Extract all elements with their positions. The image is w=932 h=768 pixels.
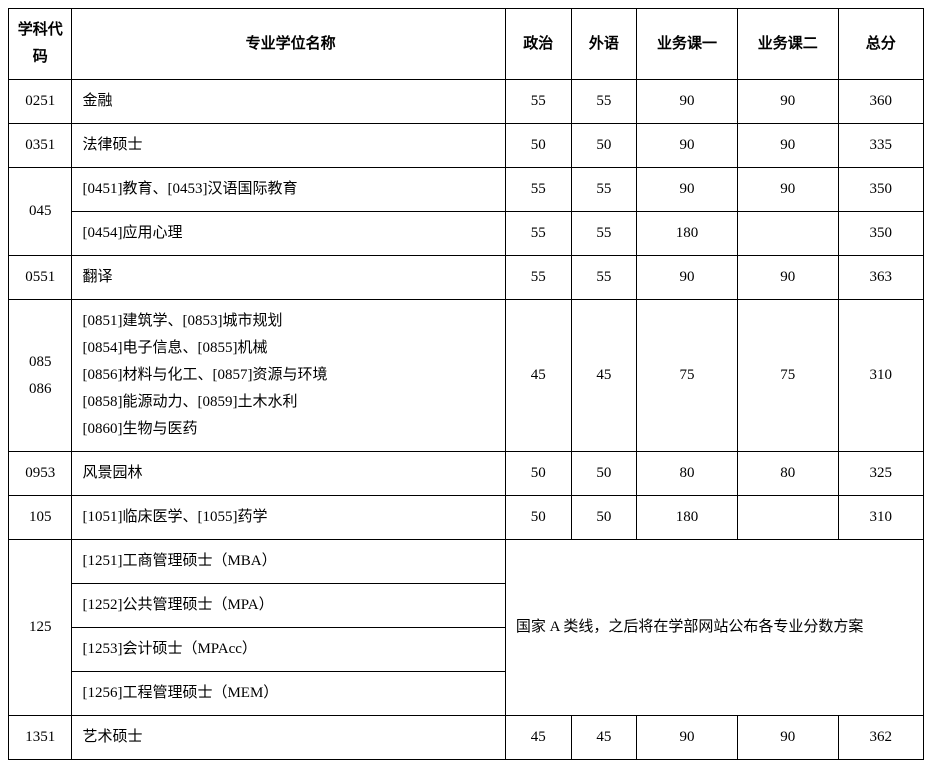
cell-foreign: 50: [571, 496, 637, 540]
cell-course2: 90: [737, 80, 838, 124]
cell-name: 风景园林: [72, 452, 505, 496]
cell-course1: 90: [637, 124, 738, 168]
cell-name: [1251]工商管理硕士（MBA）: [72, 540, 505, 584]
cell-name: [1051]临床医学、[1055]药学: [72, 496, 505, 540]
cell-name: 艺术硕士: [72, 716, 505, 760]
code-line: 085: [29, 354, 52, 370]
cell-course1: 180: [637, 496, 738, 540]
header-course1: 业务课一: [637, 9, 738, 80]
name-line: [0858]能源动力、[0859]土木水利: [82, 394, 297, 410]
table-row: 0251 金融 55 55 90 90 360: [9, 80, 924, 124]
table-row: 0551 翻译 55 55 90 90 363: [9, 256, 924, 300]
header-code: 学科代码: [9, 9, 72, 80]
cell-politics: 45: [505, 300, 571, 452]
merged-note: 国家 A 类线，之后将在学部网站公布各专业分数方案: [505, 540, 923, 716]
cell-course1: 80: [637, 452, 738, 496]
cell-foreign: 50: [571, 124, 637, 168]
cell-name: [0451]教育、[0453]汉语国际教育: [72, 168, 505, 212]
cell-name: 法律硕士: [72, 124, 505, 168]
cell-name: 翻译: [72, 256, 505, 300]
cell-politics: 55: [505, 256, 571, 300]
cell-total: 360: [838, 80, 923, 124]
cell-name: [1252]公共管理硕士（MPA）: [72, 584, 505, 628]
cell-foreign: 45: [571, 300, 637, 452]
name-line: [0860]生物与医药: [82, 421, 197, 437]
cell-politics: 55: [505, 168, 571, 212]
cell-foreign: 55: [571, 212, 637, 256]
cell-code: 125: [9, 540, 72, 716]
cell-course2: 90: [737, 168, 838, 212]
cell-code: 045: [9, 168, 72, 256]
cell-code: 0351: [9, 124, 72, 168]
cell-code: 1351: [9, 716, 72, 760]
header-total: 总分: [838, 9, 923, 80]
cell-course2: 90: [737, 716, 838, 760]
cell-name: [1256]工程管理硕士（MEM）: [72, 672, 505, 716]
cell-name: [1253]会计硕士（MPAcc）: [72, 628, 505, 672]
name-line: [0856]材料与化工、[0857]资源与环境: [82, 367, 327, 383]
cell-course1: 90: [637, 168, 738, 212]
cell-course2: 75: [737, 300, 838, 452]
table-header-row: 学科代码 专业学位名称 政治 外语 业务课一 业务课二 总分: [9, 9, 924, 80]
cell-politics: 55: [505, 80, 571, 124]
header-course2: 业务课二: [737, 9, 838, 80]
cell-course1: 75: [637, 300, 738, 452]
cell-total: 362: [838, 716, 923, 760]
cell-foreign: 55: [571, 168, 637, 212]
cell-foreign: 55: [571, 80, 637, 124]
cell-course2: [737, 496, 838, 540]
cell-foreign: 50: [571, 452, 637, 496]
cell-politics: 50: [505, 496, 571, 540]
cell-course1: 90: [637, 256, 738, 300]
table-row: 045 [0451]教育、[0453]汉语国际教育 55 55 90 90 35…: [9, 168, 924, 212]
score-table: 学科代码 专业学位名称 政治 外语 业务课一 业务课二 总分 0251 金融 5…: [8, 8, 924, 760]
cell-total: 335: [838, 124, 923, 168]
cell-course1: 90: [637, 716, 738, 760]
cell-code: 085 086: [9, 300, 72, 452]
cell-total: 350: [838, 168, 923, 212]
cell-total: 363: [838, 256, 923, 300]
cell-course1: 90: [637, 80, 738, 124]
cell-total: 325: [838, 452, 923, 496]
cell-total: 350: [838, 212, 923, 256]
header-politics: 政治: [505, 9, 571, 80]
cell-course2: 80: [737, 452, 838, 496]
table-row: 0953 风景园林 50 50 80 80 325: [9, 452, 924, 496]
cell-foreign: 55: [571, 256, 637, 300]
cell-name: [0851]建筑学、[0853]城市规划 [0854]电子信息、[0855]机械…: [72, 300, 505, 452]
table-row: 105 [1051]临床医学、[1055]药学 50 50 180 310: [9, 496, 924, 540]
cell-total: 310: [838, 496, 923, 540]
cell-politics: 50: [505, 452, 571, 496]
name-line: [0851]建筑学、[0853]城市规划: [82, 313, 282, 329]
header-foreign: 外语: [571, 9, 637, 80]
cell-course2: 90: [737, 256, 838, 300]
cell-politics: 50: [505, 124, 571, 168]
cell-total: 310: [838, 300, 923, 452]
cell-politics: 45: [505, 716, 571, 760]
cell-code: 0953: [9, 452, 72, 496]
cell-course2: [737, 212, 838, 256]
cell-code: 0551: [9, 256, 72, 300]
cell-foreign: 45: [571, 716, 637, 760]
cell-name: [0454]应用心理: [72, 212, 505, 256]
name-line: [0854]电子信息、[0855]机械: [82, 340, 267, 356]
code-line: 086: [29, 381, 52, 397]
cell-course2: 90: [737, 124, 838, 168]
cell-code: 105: [9, 496, 72, 540]
table-row: [0454]应用心理 55 55 180 350: [9, 212, 924, 256]
table-row: 1351 艺术硕士 45 45 90 90 362: [9, 716, 924, 760]
cell-code: 0251: [9, 80, 72, 124]
table-row: 085 086 [0851]建筑学、[0853]城市规划 [0854]电子信息、…: [9, 300, 924, 452]
table-row: 125 [1251]工商管理硕士（MBA） 国家 A 类线，之后将在学部网站公布…: [9, 540, 924, 584]
cell-politics: 55: [505, 212, 571, 256]
table-row: 0351 法律硕士 50 50 90 90 335: [9, 124, 924, 168]
header-name: 专业学位名称: [72, 9, 505, 80]
cell-course1: 180: [637, 212, 738, 256]
cell-name: 金融: [72, 80, 505, 124]
